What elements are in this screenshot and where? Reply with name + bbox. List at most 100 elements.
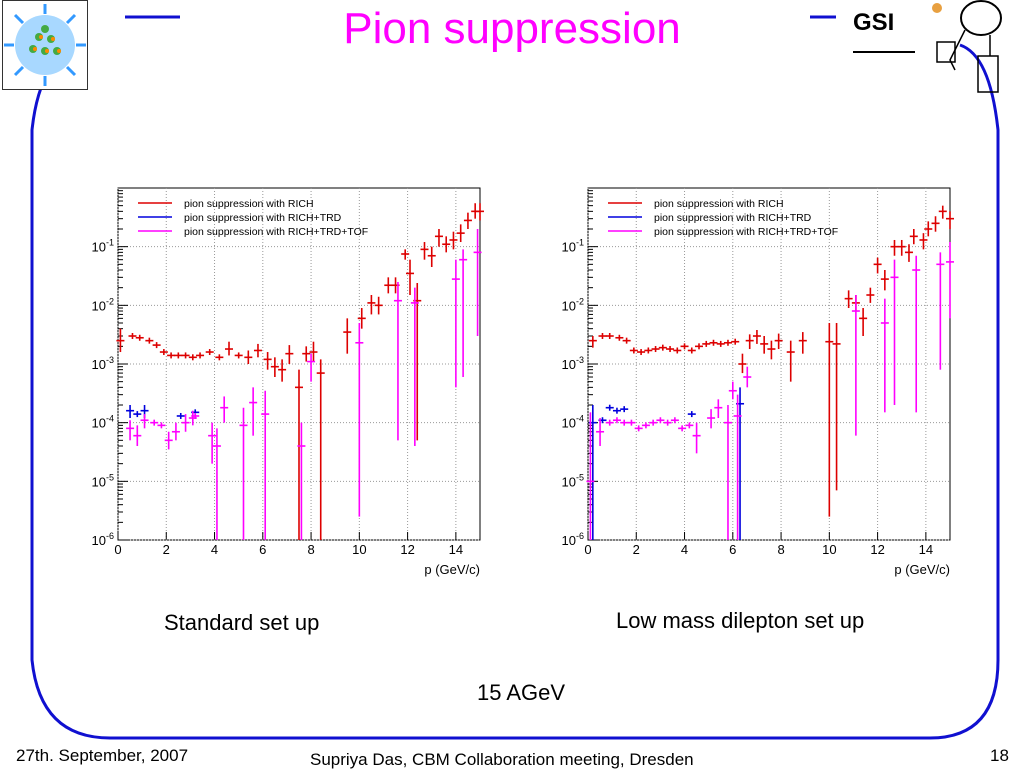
footer-date: 27th. September, 2007 <box>16 746 189 765</box>
data-point <box>912 255 921 413</box>
y-tick-exponent: -3 <box>106 355 114 365</box>
data-point <box>133 411 142 418</box>
data-point <box>588 336 597 348</box>
data-point <box>612 417 621 424</box>
gsi-logo-text: GSI <box>853 9 894 36</box>
data-point <box>463 212 472 230</box>
data-point <box>745 334 754 350</box>
y-tick-label: 10-1 <box>92 238 114 255</box>
data-point <box>786 340 795 382</box>
data-point <box>253 343 262 358</box>
data-point <box>707 409 716 429</box>
data-point <box>767 340 776 360</box>
x-tick-label: 10 <box>822 542 836 557</box>
x-tick-label: 12 <box>400 542 414 557</box>
data-point <box>936 252 945 370</box>
data-point <box>270 357 279 378</box>
data-point <box>723 339 732 346</box>
nucleus-collision-icon <box>2 0 88 90</box>
data-point <box>234 352 243 359</box>
data-point <box>449 231 458 250</box>
data-point <box>612 407 621 414</box>
data-point <box>598 333 607 340</box>
data-point <box>880 298 889 413</box>
data-point <box>596 418 605 447</box>
y-tick-exponent: -5 <box>576 472 584 482</box>
legend-label: pion suppression with RICH <box>654 198 784 210</box>
data-point <box>393 281 402 441</box>
y-tick-label: 10-6 <box>92 531 114 548</box>
data-point <box>731 338 740 345</box>
data-point <box>634 425 643 432</box>
legend-label: pion suppression with RICH+TRD <box>184 212 342 224</box>
data-point <box>904 244 913 262</box>
x-tick-label: 14 <box>919 542 933 557</box>
data-point <box>851 295 860 436</box>
x-tick-label: 2 <box>163 542 170 557</box>
legend: pion suppression with RICH pion suppressi… <box>608 198 838 238</box>
data-point <box>208 422 217 464</box>
page-number: 18 <box>990 746 1009 765</box>
data-point <box>157 422 166 429</box>
data-point <box>215 354 224 361</box>
data-point <box>410 287 419 447</box>
data-point <box>159 349 168 356</box>
data-point <box>357 308 366 329</box>
energy-label: 15 AGeV <box>477 680 566 705</box>
y-tick-exponent: -4 <box>576 414 584 424</box>
data-point <box>687 347 696 354</box>
data-point <box>890 259 899 406</box>
data-point <box>873 257 882 274</box>
data-point <box>733 394 742 540</box>
data-point <box>164 431 173 450</box>
data-point <box>181 352 190 359</box>
data-point <box>798 332 807 354</box>
data-point <box>249 387 258 436</box>
data-point <box>680 343 689 350</box>
chart-standard: 0 2 4 6 8 10 12 14 10-6 10-5 10-4 10-3 10-2 10-1 p (Ge… <box>92 187 484 577</box>
legend-label: pion suppression with RICH <box>184 198 314 210</box>
data-point <box>384 277 393 294</box>
data-point <box>605 404 614 411</box>
y-tick-exponent: -2 <box>576 296 584 306</box>
data-point <box>678 425 687 432</box>
data-point <box>709 339 718 346</box>
x-tick-label: 4 <box>211 542 218 557</box>
data-point <box>620 419 629 426</box>
y-tick-label: 10-2 <box>92 296 114 313</box>
data-point <box>692 422 701 454</box>
data-point <box>605 419 614 426</box>
data-point <box>738 353 747 374</box>
data-point <box>666 346 675 353</box>
data-point <box>295 369 303 540</box>
data-point <box>931 216 940 232</box>
y-tick-exponent: -5 <box>106 472 114 482</box>
x-tick-label: 6 <box>259 542 266 557</box>
data-point <box>716 340 725 347</box>
data-point <box>451 259 460 388</box>
data-point <box>586 412 595 540</box>
data-point <box>938 205 947 219</box>
data-point <box>473 229 482 337</box>
data-point <box>343 318 352 354</box>
data-point <box>406 259 415 296</box>
data-point <box>687 411 696 418</box>
data-point <box>171 422 180 441</box>
data-point <box>673 347 682 354</box>
data-point <box>220 396 229 423</box>
data-point <box>401 249 410 260</box>
data-point <box>890 239 899 256</box>
data-point <box>374 296 383 315</box>
data-point <box>620 406 629 413</box>
data-point <box>174 352 183 359</box>
data-point <box>212 428 221 540</box>
data-point <box>176 412 185 419</box>
footer-author-meeting: Supriya Das, CBM Collaboration meeting, … <box>310 750 694 769</box>
data-point <box>459 249 468 378</box>
data-point <box>181 414 190 432</box>
legend-label: pion suppression with RICH+TRD <box>654 212 812 224</box>
data-point <box>126 420 135 441</box>
data-point <box>656 417 665 424</box>
data-point <box>743 366 752 388</box>
